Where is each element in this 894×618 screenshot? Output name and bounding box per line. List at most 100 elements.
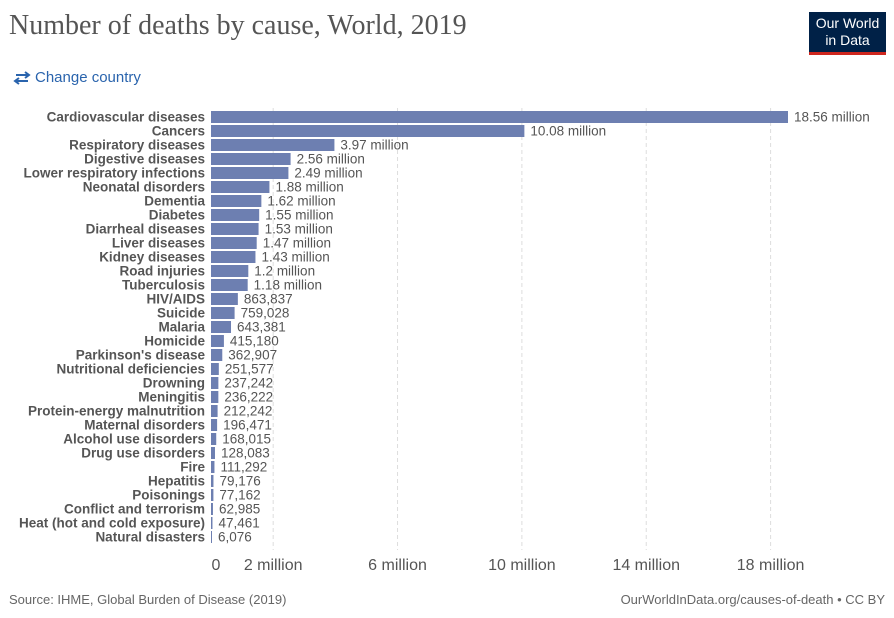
bar[interactable]	[211, 251, 256, 263]
category-label: Drowning	[143, 376, 205, 391]
value-label: 1.53 million	[265, 222, 333, 237]
bar[interactable]	[211, 489, 214, 501]
value-label: 236,222	[224, 390, 273, 405]
category-label: Dementia	[144, 194, 205, 209]
logo-line-1: Our World	[815, 15, 880, 31]
x-tick-label: 2 million	[244, 557, 303, 574]
category-label: Protein-energy malnutrition	[28, 404, 205, 419]
bar[interactable]	[211, 111, 788, 123]
category-label: Heat (hot and cold exposure)	[19, 516, 205, 531]
value-label: 6,076	[218, 530, 252, 545]
value-label: 2.49 million	[294, 166, 362, 181]
category-label: Liver diseases	[112, 236, 205, 251]
bar[interactable]	[211, 307, 235, 319]
value-label: 212,242	[224, 404, 273, 419]
value-label: 251,577	[225, 362, 274, 377]
value-label: 362,907	[228, 348, 277, 363]
value-label: 77,162	[219, 488, 260, 503]
category-label: HIV/AIDS	[146, 292, 205, 307]
bar[interactable]	[211, 433, 217, 445]
category-label: Suicide	[157, 306, 206, 321]
category-label: Poisonings	[132, 488, 205, 503]
category-label: Digestive diseases	[84, 152, 205, 167]
value-label: 3.97 million	[340, 138, 408, 153]
source-note: Source: IHME, Global Burden of Disease (…	[9, 592, 287, 607]
bar[interactable]	[211, 223, 259, 235]
source-url[interactable]: OurWorldInData.org/causes-of-death • CC …	[620, 592, 885, 607]
category-label: Road injuries	[119, 264, 205, 279]
value-label: 643,381	[237, 320, 286, 335]
bar[interactable]	[211, 503, 213, 515]
category-label: Drug use disorders	[81, 446, 205, 461]
value-label: 1.55 million	[265, 208, 333, 223]
bar[interactable]	[211, 517, 213, 529]
value-label: 1.47 million	[263, 236, 331, 251]
bar[interactable]	[211, 293, 238, 305]
value-label: 1.18 million	[254, 278, 322, 293]
category-label: Conflict and terrorism	[64, 502, 205, 517]
category-label: Hepatitis	[148, 474, 205, 489]
bar[interactable]	[211, 461, 215, 473]
bar[interactable]	[211, 209, 260, 221]
bar[interactable]	[211, 531, 212, 543]
bar[interactable]	[211, 139, 335, 151]
category-label: Nutritional deficiencies	[56, 362, 205, 377]
bar[interactable]	[211, 475, 214, 487]
chart-title: Number of deaths by cause, World, 2019	[9, 10, 467, 41]
value-label: 62,985	[219, 502, 260, 517]
category-label: Neonatal disorders	[83, 180, 205, 195]
value-label: 1.88 million	[275, 180, 343, 195]
value-label: 18.56 million	[794, 110, 870, 125]
bar[interactable]	[211, 237, 257, 249]
value-label: 415,180	[230, 334, 279, 349]
owid-logo[interactable]: Our World in Data	[809, 12, 886, 55]
value-label: 1.43 million	[261, 250, 329, 265]
x-tick-label: 14 million	[612, 557, 680, 574]
category-label: Tuberculosis	[122, 278, 205, 293]
value-label: 79,176	[219, 474, 260, 489]
bar[interactable]	[211, 419, 218, 431]
value-label: 168,015	[222, 432, 271, 447]
category-label: Natural disasters	[95, 530, 205, 545]
bar[interactable]	[211, 377, 219, 389]
category-label: Meningitis	[138, 390, 205, 405]
category-label: Alcohol use disorders	[63, 432, 205, 447]
category-label: Malaria	[158, 320, 205, 335]
value-label: 1.62 million	[267, 194, 335, 209]
x-tick-label: 10 million	[488, 557, 556, 574]
bar[interactable]	[211, 125, 525, 137]
category-label: Diarrheal diseases	[86, 222, 205, 237]
category-label: Diabetes	[149, 208, 205, 223]
bar[interactable]	[211, 335, 224, 347]
bar[interactable]	[211, 181, 270, 193]
bar[interactable]	[211, 391, 219, 403]
category-label: Homicide	[144, 334, 205, 349]
bar[interactable]	[211, 265, 249, 277]
bar[interactable]	[211, 279, 248, 291]
bar[interactable]	[211, 195, 262, 207]
value-label: 237,242	[224, 376, 273, 391]
bar[interactable]	[211, 167, 289, 179]
bar[interactable]	[211, 153, 291, 165]
change-country-button[interactable]: Change country	[12, 69, 141, 86]
bar[interactable]	[211, 447, 215, 459]
value-label: 111,292	[220, 460, 267, 475]
value-label: 759,028	[241, 306, 290, 321]
category-label: Fire	[180, 460, 205, 475]
value-label: 196,471	[223, 418, 272, 433]
value-label: 128,083	[221, 446, 270, 461]
category-label: Maternal disorders	[84, 418, 205, 433]
x-tick-label: 0	[212, 557, 221, 574]
bar[interactable]	[211, 363, 219, 375]
bar[interactable]	[211, 349, 223, 361]
value-label: 10.08 million	[530, 124, 606, 139]
value-label: 47,461	[218, 516, 259, 531]
category-label: Kidney diseases	[99, 250, 205, 265]
x-tick-label: 18 million	[737, 557, 805, 574]
value-label: 1.2 million	[254, 264, 315, 279]
swap-arrows-icon	[13, 70, 31, 85]
category-label: Respiratory diseases	[69, 138, 205, 153]
bar[interactable]	[211, 405, 218, 417]
bar[interactable]	[211, 321, 232, 333]
